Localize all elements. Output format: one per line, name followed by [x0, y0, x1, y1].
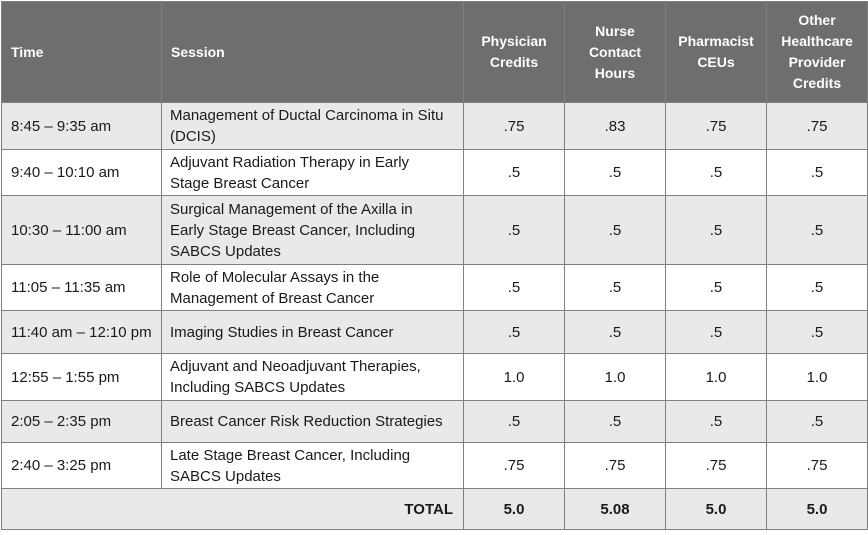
nurse-cell: .75	[564, 442, 666, 489]
session-cell: Adjuvant Radiation Therapy in Early Stage…	[161, 149, 464, 196]
table-row: 2:05 – 2:35 pm Breast Cancer Risk Reduct…	[1, 400, 868, 443]
other-cell: .5	[766, 195, 868, 265]
time-cell: 11:40 am – 12:10 pm	[1, 310, 162, 354]
physician-cell: .75	[463, 442, 565, 489]
nurse-cell: .5	[564, 400, 666, 443]
nurse-cell: 1.0	[564, 353, 666, 401]
table-row: 12:55 – 1:55 pm Adjuvant and Neoadjuvant…	[1, 353, 868, 401]
session-cell: Management of Ductal Carcinoma in Situ (D…	[161, 102, 464, 150]
session-cell: Imaging Studies in Breast Cancer	[161, 310, 464, 354]
header-physician-credits: Physician Credits	[463, 1, 565, 103]
session-cell: Late Stage Breast Cancer, Including SABCS…	[161, 442, 464, 489]
session-cell: Adjuvant and Neoadjuvant Therapies, Inclu…	[161, 353, 464, 401]
physician-cell: .5	[463, 264, 565, 311]
time-cell: 2:40 – 3:25 pm	[1, 442, 162, 489]
physician-cell: 1.0	[463, 353, 565, 401]
nurse-cell: .5	[564, 264, 666, 311]
total-physician: 5.0	[463, 488, 565, 530]
nurse-cell: .5	[564, 149, 666, 196]
time-cell: 8:45 – 9:35 am	[1, 102, 162, 150]
physician-cell: .5	[463, 310, 565, 354]
other-cell: .5	[766, 149, 868, 196]
table-row: 2:40 – 3:25 pm Late Stage Breast Cancer,…	[1, 442, 868, 489]
physician-cell: .5	[463, 400, 565, 443]
table-row: 10:30 – 11:00 am Surgical Management of …	[1, 195, 868, 265]
header-nurse-contact-hours: Nurse Contact Hours	[564, 1, 666, 103]
other-cell: .75	[766, 442, 868, 489]
other-cell: .75	[766, 102, 868, 150]
session-cell: Breast Cancer Risk Reduction Strategies	[161, 400, 464, 443]
header-pharmacist-ceus: Pharmacist CEUs	[665, 1, 767, 103]
nurse-cell: .5	[564, 310, 666, 354]
pharmacist-cell: .75	[665, 442, 767, 489]
total-nurse: 5.08	[564, 488, 666, 530]
other-cell: .5	[766, 400, 868, 443]
pharmacist-cell: .5	[665, 310, 767, 354]
table-row: 8:45 – 9:35 am Management of Ductal Carc…	[1, 102, 868, 150]
pharmacist-cell: .5	[665, 264, 767, 311]
nurse-cell: .5	[564, 195, 666, 265]
session-cell: Surgical Management of the Axilla in Earl…	[161, 195, 464, 265]
nurse-cell: .83	[564, 102, 666, 150]
physician-cell: .5	[463, 149, 565, 196]
total-pharmacist: 5.0	[665, 488, 767, 530]
header-time: Time	[1, 1, 162, 103]
header-other-provider-credits: Other Healthcare Provider Credits	[766, 1, 868, 103]
time-cell: 9:40 – 10:10 am	[1, 149, 162, 196]
time-cell: 12:55 – 1:55 pm	[1, 353, 162, 401]
session-cell: Role of Molecular Assays in the Managemen…	[161, 264, 464, 311]
physician-cell: .5	[463, 195, 565, 265]
time-cell: 11:05 – 11:35 am	[1, 264, 162, 311]
pharmacist-cell: .5	[665, 149, 767, 196]
header-session: Session	[161, 1, 464, 103]
table-row: 9:40 – 10:10 am Adjuvant Radiation Thera…	[1, 149, 868, 196]
physician-cell: .75	[463, 102, 565, 150]
pharmacist-cell: .5	[665, 195, 767, 265]
other-cell: .5	[766, 310, 868, 354]
pharmacist-cell: 1.0	[665, 353, 767, 401]
total-label: TOTAL	[1, 488, 464, 530]
pharmacist-cell: .5	[665, 400, 767, 443]
other-cell: .5	[766, 264, 868, 311]
table-row: 11:05 – 11:35 am Role of Molecular Assay…	[1, 264, 868, 311]
table-row: 11:40 am – 12:10 pm Imaging Studies in B…	[1, 310, 868, 354]
other-cell: 1.0	[766, 353, 868, 401]
pharmacist-cell: .75	[665, 102, 767, 150]
total-other: 5.0	[766, 488, 868, 530]
time-cell: 10:30 – 11:00 am	[1, 195, 162, 265]
header-row: Time Session Physician Credits Nurse Con…	[1, 1, 868, 103]
time-cell: 2:05 – 2:35 pm	[1, 400, 162, 443]
total-row: TOTAL 5.0 5.08 5.0 5.0	[1, 488, 868, 530]
